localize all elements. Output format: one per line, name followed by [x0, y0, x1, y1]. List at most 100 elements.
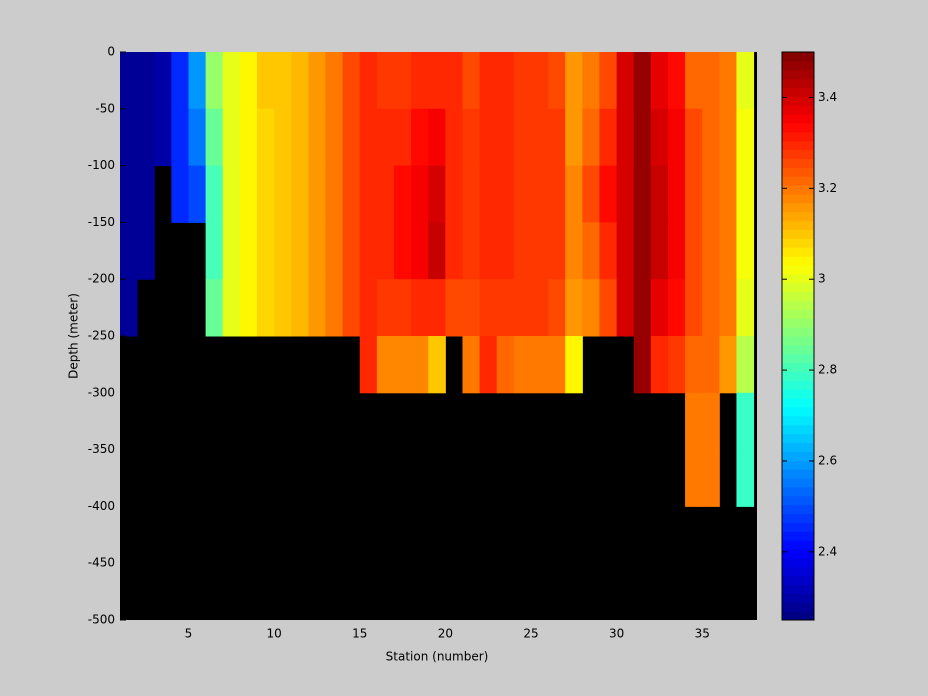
colorbar-tick-label: 2.6	[818, 453, 837, 467]
colorbar-swatch	[782, 300, 814, 310]
heatmap-cell	[120, 165, 138, 223]
heatmap-cell	[702, 222, 720, 280]
heatmap-cell	[685, 392, 703, 451]
colorbar-swatch	[782, 238, 814, 248]
heatmap-cell	[736, 52, 755, 110]
colorbar-swatch	[782, 513, 814, 523]
heatmap-cell	[633, 108, 652, 167]
heatmap-cell	[205, 52, 224, 110]
heatmap-cell	[137, 52, 155, 110]
y-axis-label: Depth (meter)	[67, 293, 81, 379]
heatmap-cell	[496, 108, 515, 167]
heatmap-cell	[616, 108, 635, 167]
colorbar-swatch	[782, 336, 814, 346]
heatmap-cell	[462, 222, 481, 280]
colorbar-swatch	[782, 52, 814, 62]
heatmap-cell	[582, 52, 600, 110]
heatmap-cell	[393, 222, 412, 280]
heatmap-cell	[376, 336, 395, 394]
heatmap-cell	[393, 165, 412, 223]
colorbar-swatch	[782, 362, 814, 372]
heatmap-cell	[359, 165, 378, 223]
heatmap-cell	[599, 279, 618, 337]
heatmap-cell	[154, 52, 172, 110]
colorbar-tick-label: 2.8	[818, 363, 837, 377]
heatmap-cell	[342, 165, 361, 223]
heatmap-cell	[650, 108, 669, 167]
heatmap-cell	[411, 165, 429, 223]
heatmap-cell	[222, 52, 241, 110]
heatmap-cell	[548, 336, 566, 394]
heatmap-cell	[359, 222, 378, 280]
heatmap-cell	[308, 108, 326, 167]
heatmap-cell	[325, 165, 344, 223]
heatmap-cell	[205, 108, 224, 167]
heatmap-cell	[291, 279, 309, 337]
heatmap-cell	[120, 222, 138, 280]
heatmap-cell	[239, 108, 258, 167]
heatmap-cell	[445, 165, 463, 223]
heatmap-cell	[256, 165, 275, 223]
heatmap-cell	[633, 336, 652, 394]
colorbar-swatch	[782, 531, 814, 541]
heatmap-cell	[530, 336, 549, 394]
heatmap-cell	[308, 222, 326, 280]
heatmap-cell	[667, 165, 686, 223]
x-tick-label: 15	[352, 627, 367, 641]
heatmap-cell	[256, 108, 275, 167]
colorbar-swatch	[782, 256, 814, 266]
heatmap-cell	[548, 165, 566, 223]
colorbar-swatch	[782, 557, 814, 568]
heatmap-cell	[685, 336, 703, 394]
heatmap-cell	[445, 108, 463, 167]
heatmap-cell	[667, 52, 686, 110]
heatmap-cell	[633, 279, 652, 337]
heatmap-cell	[496, 52, 515, 110]
heatmap-cell	[496, 165, 515, 223]
heatmap-cell	[462, 52, 481, 110]
heatmap-cell	[428, 108, 446, 167]
colorbar-swatch	[782, 273, 814, 284]
colorbar-swatch	[782, 478, 814, 488]
heatmap-cell	[239, 165, 258, 223]
y-tick-label: -50	[95, 101, 115, 115]
heatmap-cell	[650, 279, 669, 337]
heatmap-cell	[685, 165, 703, 223]
heatmap-cell	[222, 279, 241, 337]
colorbar-swatch	[782, 60, 814, 71]
colorbar-swatch	[782, 247, 814, 257]
heatmap-cell	[736, 392, 755, 451]
x-tick-label: 5	[185, 627, 193, 641]
heatmap-cell	[736, 449, 755, 507]
heatmap-cell	[205, 165, 224, 223]
colorbar-swatch	[782, 371, 814, 381]
heatmap-cell	[530, 52, 549, 110]
heatmap-cell	[599, 222, 618, 280]
heatmap-cell	[342, 108, 361, 167]
colorbar-swatch	[782, 442, 814, 452]
heatmap-cell	[205, 279, 224, 337]
y-tick-label: -150	[88, 215, 115, 229]
x-tick-label: 35	[695, 627, 710, 641]
heatmap-cell	[325, 108, 344, 167]
heatmap-cell	[702, 52, 720, 110]
heatmap-cell	[342, 52, 361, 110]
heatmap-cell	[650, 222, 669, 280]
heatmap-cell	[616, 279, 635, 337]
heatmap-cell	[685, 52, 703, 110]
colorbar-tick-label: 3	[818, 272, 826, 286]
heatmap-cell	[582, 222, 600, 280]
colorbar-swatch	[782, 105, 814, 115]
heatmap-cell	[222, 222, 241, 280]
heatmap-cell	[565, 165, 583, 223]
heatmap-cell	[513, 279, 532, 337]
heatmap-cell	[616, 52, 635, 110]
y-tick-label: -300	[88, 385, 115, 399]
colorbar-swatch	[782, 220, 814, 230]
colorbar-swatch	[782, 540, 814, 550]
heatmap-cell	[599, 165, 618, 223]
heatmap-cell	[702, 392, 720, 451]
heatmap-cell	[530, 279, 549, 337]
colorbar-swatch	[782, 398, 814, 408]
colorbar-swatch	[782, 229, 814, 239]
